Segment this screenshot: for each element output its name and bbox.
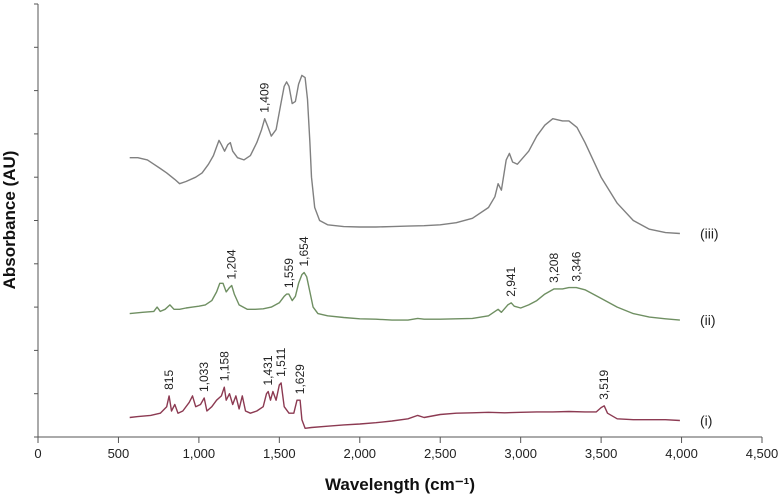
series-line [129, 74, 680, 235]
peak-label: 1,204 [225, 249, 239, 279]
x-tick-label: 0 [34, 446, 41, 461]
y-axis-title: Absorbance (AU) [0, 151, 19, 290]
peak-label: 1,409 [258, 82, 272, 112]
peak-label: 3,208 [547, 253, 561, 283]
peak-label: 3,519 [597, 369, 611, 399]
x-tick-label: 4,000 [665, 446, 698, 461]
series-tag: (iii) [700, 225, 719, 241]
spectra-series [129, 74, 680, 429]
x-tick-label: 1,000 [183, 446, 216, 461]
peak-label: 815 [162, 370, 176, 390]
peak-label: 1,431 [261, 355, 275, 385]
peak-label: 3,346 [569, 251, 583, 281]
x-axis-title: Wavelength (cm⁻¹) [325, 475, 475, 494]
peak-label: 1,033 [197, 362, 211, 392]
x-tick-label: 4,500 [746, 446, 779, 461]
series-line [129, 382, 680, 429]
x-tick-label: 500 [108, 446, 130, 461]
x-axis: 0 500 1,000 1,500 2,000 2,500 3,000 3,500 4,000 4… [34, 436, 778, 461]
series-tag: (ii) [700, 312, 716, 328]
y-axis-ticks [34, 3, 38, 438]
series-line [129, 271, 680, 321]
x-tick-label: 3,000 [504, 446, 537, 461]
y-axis [34, 3, 39, 438]
peak-label: 2,941 [504, 266, 518, 296]
peak-label: 1,158 [217, 351, 231, 381]
peak-label: 1,654 [297, 236, 311, 266]
series-tags: (i) (ii) (iii) [700, 225, 719, 428]
peak-label: 1,511 [274, 347, 288, 376]
x-tick-label: 3,500 [585, 446, 618, 461]
x-tick-label: 2,500 [424, 446, 457, 461]
peak-label: 1,629 [293, 364, 307, 394]
x-axis-ticks: 0 500 1,000 1,500 2,000 2,500 3,000 3,500 4,000 4… [34, 437, 778, 461]
x-tick-label: 2,000 [344, 446, 377, 461]
x-tick-label: 1,500 [263, 446, 296, 461]
series-tag: (i) [700, 413, 712, 429]
peak-label: 1,559 [282, 258, 296, 288]
